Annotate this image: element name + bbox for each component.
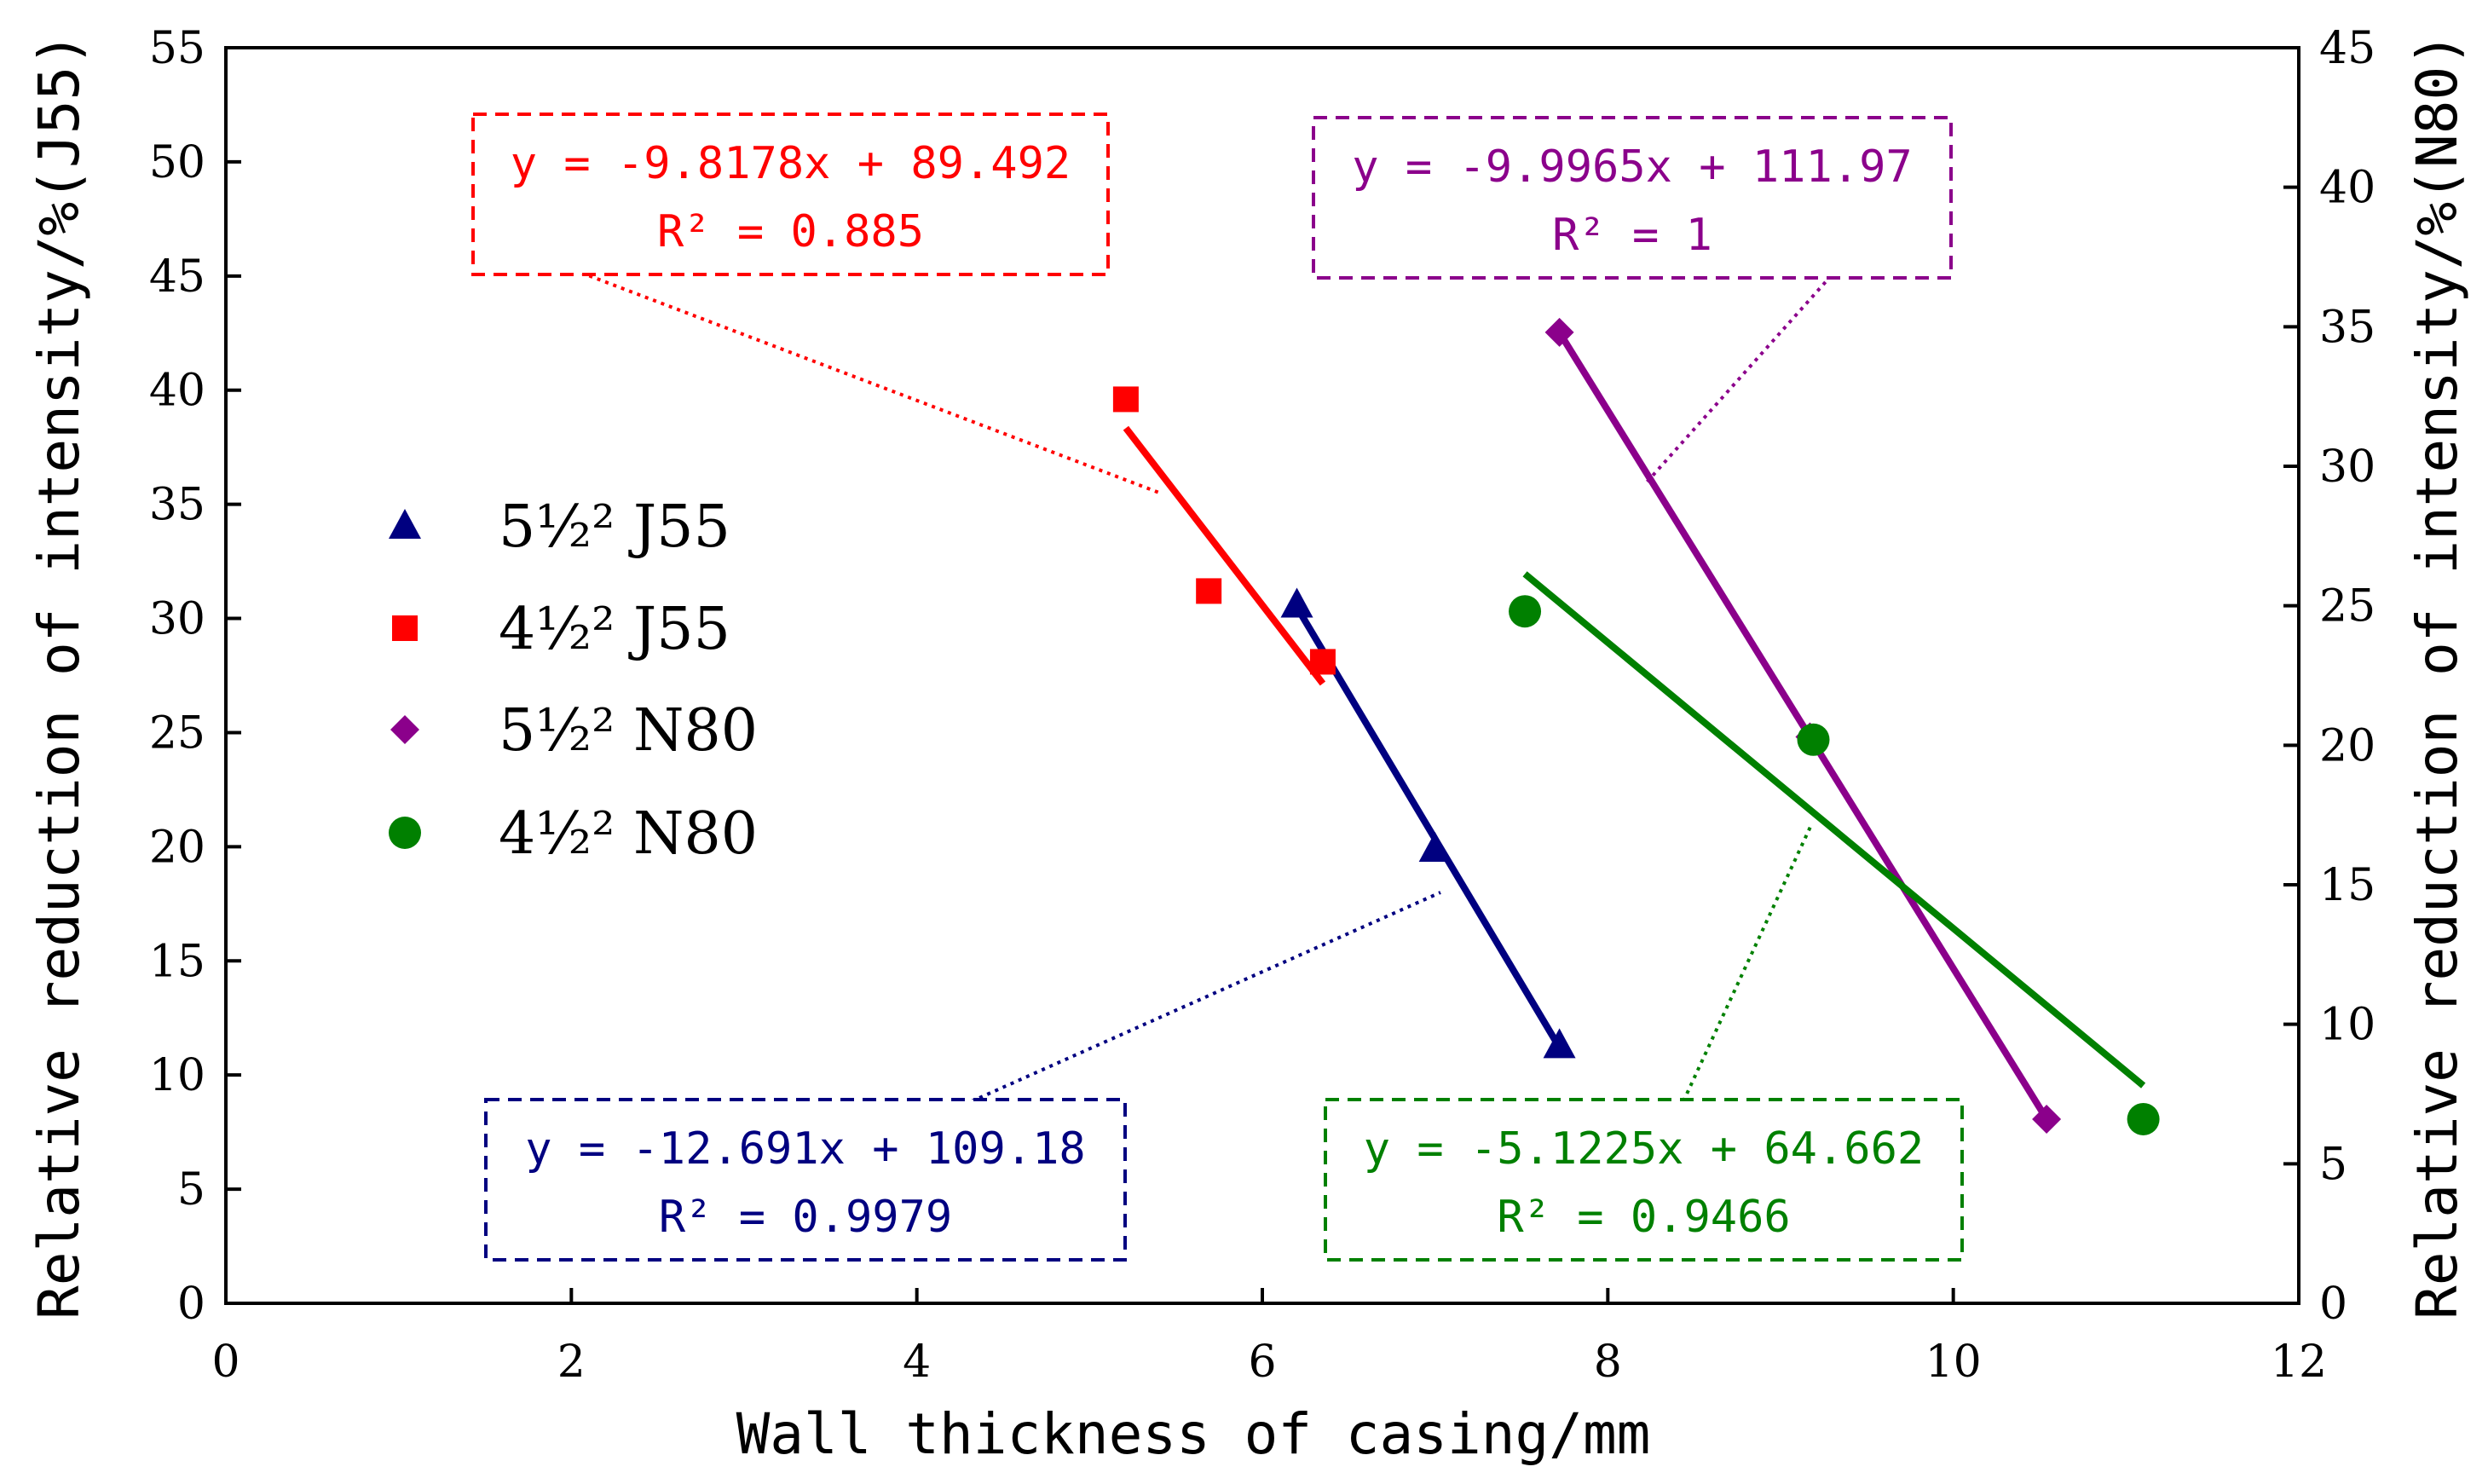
trend-layer [1123, 330, 2146, 1121]
trendline-diamond [1556, 330, 2050, 1121]
equation-box-triangle [484, 1098, 1127, 1262]
legend-label: 5½² N80 [499, 697, 758, 765]
trendline-square [1123, 425, 1326, 686]
equation-text: y = -9.8178x + 89.492 [511, 138, 1071, 189]
legend-marker-square [392, 615, 418, 641]
y-tick-label-left: 40 [149, 366, 205, 417]
r2-text: R² = 1 [1552, 210, 1712, 261]
y-tick-label-right: 5 [2319, 1139, 2347, 1190]
y-tick-label-left: 50 [149, 137, 205, 188]
r2-text: R² = 0.9979 [659, 1192, 952, 1243]
equation-box-diamond [1312, 116, 1953, 280]
x-tick-label: 10 [1925, 1337, 1982, 1388]
equation-box-circle [1324, 1098, 1964, 1262]
data-point-circle [1509, 595, 1542, 628]
data-point-diamond [1544, 317, 1574, 347]
x-tick-label: 4 [903, 1337, 931, 1388]
equation-text: y = -12.691x + 109.18 [525, 1123, 1085, 1175]
data-point-diamond [2032, 1104, 2062, 1134]
y-tick-label-left: 5 [177, 1164, 205, 1215]
legend: 5½² J55 4½² J55 5½² N80 4½² N80 [389, 494, 758, 868]
x-tick-label: 6 [1248, 1337, 1276, 1388]
legend-label: 5½² J55 [499, 494, 730, 561]
y-tick-label-left: 30 [149, 594, 205, 645]
trendline-circle [1522, 571, 2146, 1088]
ticks-layer: 0 2 4 6 8 10 12 0 5 10 15 20 25 30 35 40 45 50 55 0 5 10 15 20 2… [149, 23, 2375, 1388]
x-tick-label: 12 [2271, 1337, 2327, 1388]
y-tick-label-left: 10 [149, 1050, 205, 1101]
y-tick-label-right: 15 [2319, 860, 2375, 911]
equation-box-layer: y = -12.691x + 109.18 R² = 0.9979 y = -9.8… [471, 113, 1964, 1262]
y-tick-label-left: 0 [177, 1279, 205, 1330]
y-tick-label-right: 30 [2319, 442, 2375, 493]
r2-text: R² = 0.885 [657, 206, 924, 257]
y-tick-label-right: 45 [2319, 23, 2375, 74]
y-tick-label-left: 20 [149, 822, 205, 873]
equation-box-square [471, 113, 1110, 276]
leader-line-circle [1682, 826, 1812, 1102]
legend-marker-diamond [390, 715, 419, 744]
legend-label: 4½² N80 [499, 800, 758, 868]
y-axis-title-right: Relative reduction of intensity/%(N80) [2404, 32, 2470, 1319]
data-point-triangle [1543, 1028, 1576, 1059]
x-tick-label: 0 [211, 1337, 240, 1388]
y-tick-label-right: 10 [2319, 1000, 2375, 1051]
x-axis-title: Wall thickness of casing/mm [736, 1401, 1651, 1467]
trendline-triangle [1294, 605, 1563, 1049]
y-tick-label-right: 25 [2319, 581, 2375, 632]
y-tick-label-right: 0 [2319, 1279, 2347, 1330]
y-tick-label-left: 55 [149, 23, 205, 74]
data-point-square [1112, 386, 1139, 413]
y-tick-label-right: 20 [2319, 720, 2375, 771]
legend-marker-circle [389, 817, 421, 849]
y-tick-label-left: 45 [149, 251, 205, 303]
legend-label: 4½² J55 [499, 596, 730, 663]
data-point-square [1309, 649, 1336, 675]
leader-layer [580, 268, 1839, 1103]
equation-text: y = -5.1225x + 64.662 [1364, 1123, 1924, 1175]
y-tick-label-left: 15 [149, 936, 205, 987]
x-tick-label: 8 [1594, 1337, 1622, 1388]
data-point-triangle [1280, 587, 1313, 618]
y-axis-title-left: Relative reduction of intensity/%(J55) [26, 32, 92, 1319]
legend-marker-triangle [389, 509, 421, 539]
data-point-circle [1797, 723, 1830, 756]
y-tick-label-left: 25 [149, 707, 205, 759]
r2-text: R² = 0.9466 [1497, 1192, 1790, 1243]
leader-line-square [580, 271, 1160, 494]
leader-line-diamond [1643, 268, 1839, 486]
marker-layer [1112, 317, 2160, 1135]
y-tick-label-right: 40 [2319, 163, 2375, 214]
x-tick-label: 2 [557, 1337, 586, 1388]
y-tick-label-right: 35 [2319, 302, 2375, 353]
data-point-circle [2127, 1102, 2160, 1135]
data-point-square [1196, 578, 1222, 604]
data-point-triangle [1418, 832, 1452, 863]
y-tick-label-left: 35 [149, 480, 205, 531]
equation-text: y = -9.9965x + 111.97 [1352, 141, 1912, 193]
leader-line-triangle [971, 891, 1441, 1103]
